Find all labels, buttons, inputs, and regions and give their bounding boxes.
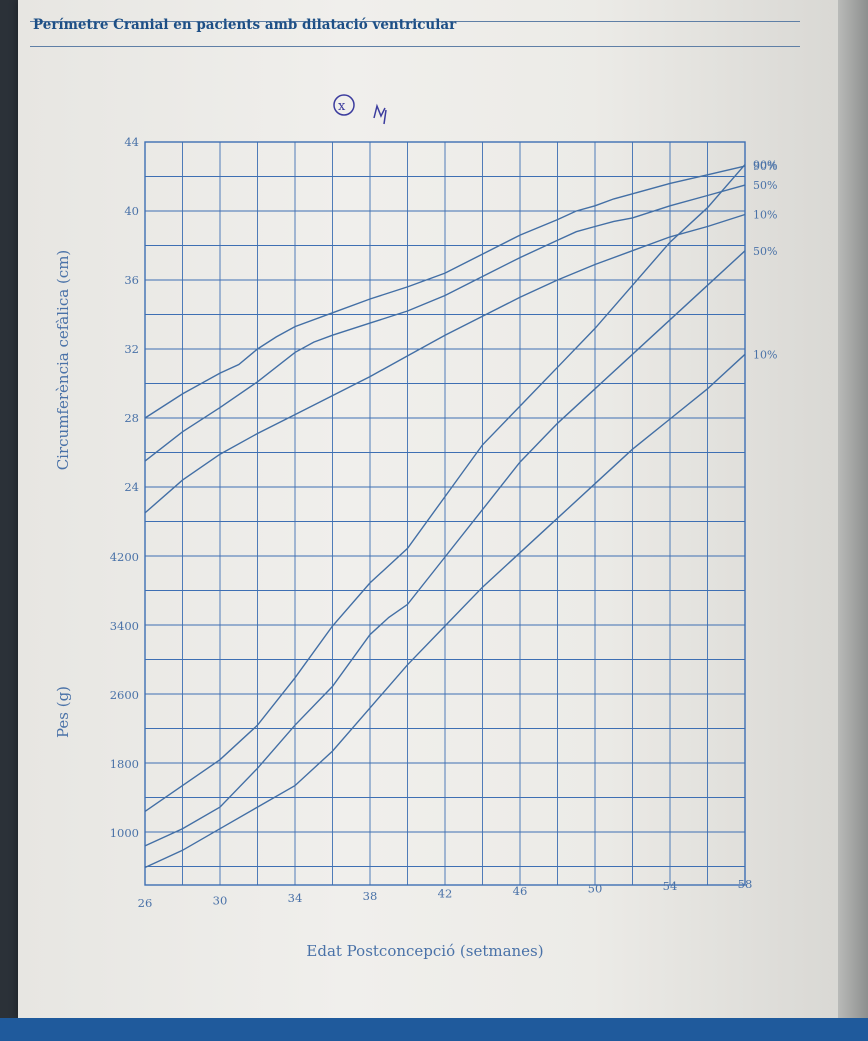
y-tick-label-head: 28 [124,411,139,425]
y-tick-label-weight: 1000 [110,826,139,840]
percentile-label-head: 90% [753,160,777,173]
percentile-curves [144,164,746,869]
curve-head-10p [144,213,746,514]
x-axis-title: Edat Postconcepció (setmanes) [306,942,543,960]
y-tick-label-weight: 3400 [110,619,139,633]
curve-weight-50p [144,250,746,847]
x-tick-label: 58 [738,877,753,891]
y-tick-label-weight: 2600 [110,688,139,702]
y-tick-label-head: 44 [124,135,139,149]
x-tick-label: 38 [363,889,378,903]
y-tick-label-head: 36 [124,273,139,287]
x-tick-label: 42 [438,886,453,900]
x-tick-label: 34 [288,891,303,905]
handwritten-marks: x [333,94,387,125]
chart-grid [144,141,746,886]
x-tick-label: 30 [213,894,228,908]
curve-head-90p [144,165,746,419]
x-tick-label: 46 [513,884,528,898]
y-tick-label-head: 40 [124,204,139,218]
chart-labels: 26 30 34 38 42 46 50 54 58 24 28 32 36 40 44 90% 50% 10% 1… [110,135,778,910]
handwritten-circle [333,94,355,116]
percentile-label-weight: 50% [753,245,777,258]
y-tick-label-head: 32 [124,342,139,356]
y-tick-label-head: 24 [124,480,139,494]
x-tick-label: 26 [138,896,153,910]
y-axis-title-head: Circumferència cefàlica (cm) [54,250,72,471]
curve-weight-90p [144,164,746,812]
x-tick-label: 54 [663,879,678,893]
curve-weight-10p [144,353,746,869]
header-rule-bottom [30,46,800,47]
x-tick-label: 50 [588,882,603,896]
y-tick-label-weight: 1800 [110,757,139,771]
y-axis-title-weight: Pes (g) [54,686,72,738]
curve-head-50p [144,184,746,462]
page-title: Perímetre Cranial en pacients amb dilata… [33,17,457,33]
paper-sheet [18,0,838,1018]
percentile-label-head: 50% [753,179,777,192]
header-rule-top [30,21,800,22]
percentile-label-head: 10% [753,208,777,221]
handwritten-x: x [338,99,346,114]
paper-edge [838,0,868,1018]
percentile-label-weight: 90% [753,159,777,172]
percentile-label-weight: 10% [753,348,777,361]
handwritten-scribble [373,103,387,125]
bottom-band [0,1018,868,1041]
y-tick-label-weight: 4200 [110,550,139,564]
